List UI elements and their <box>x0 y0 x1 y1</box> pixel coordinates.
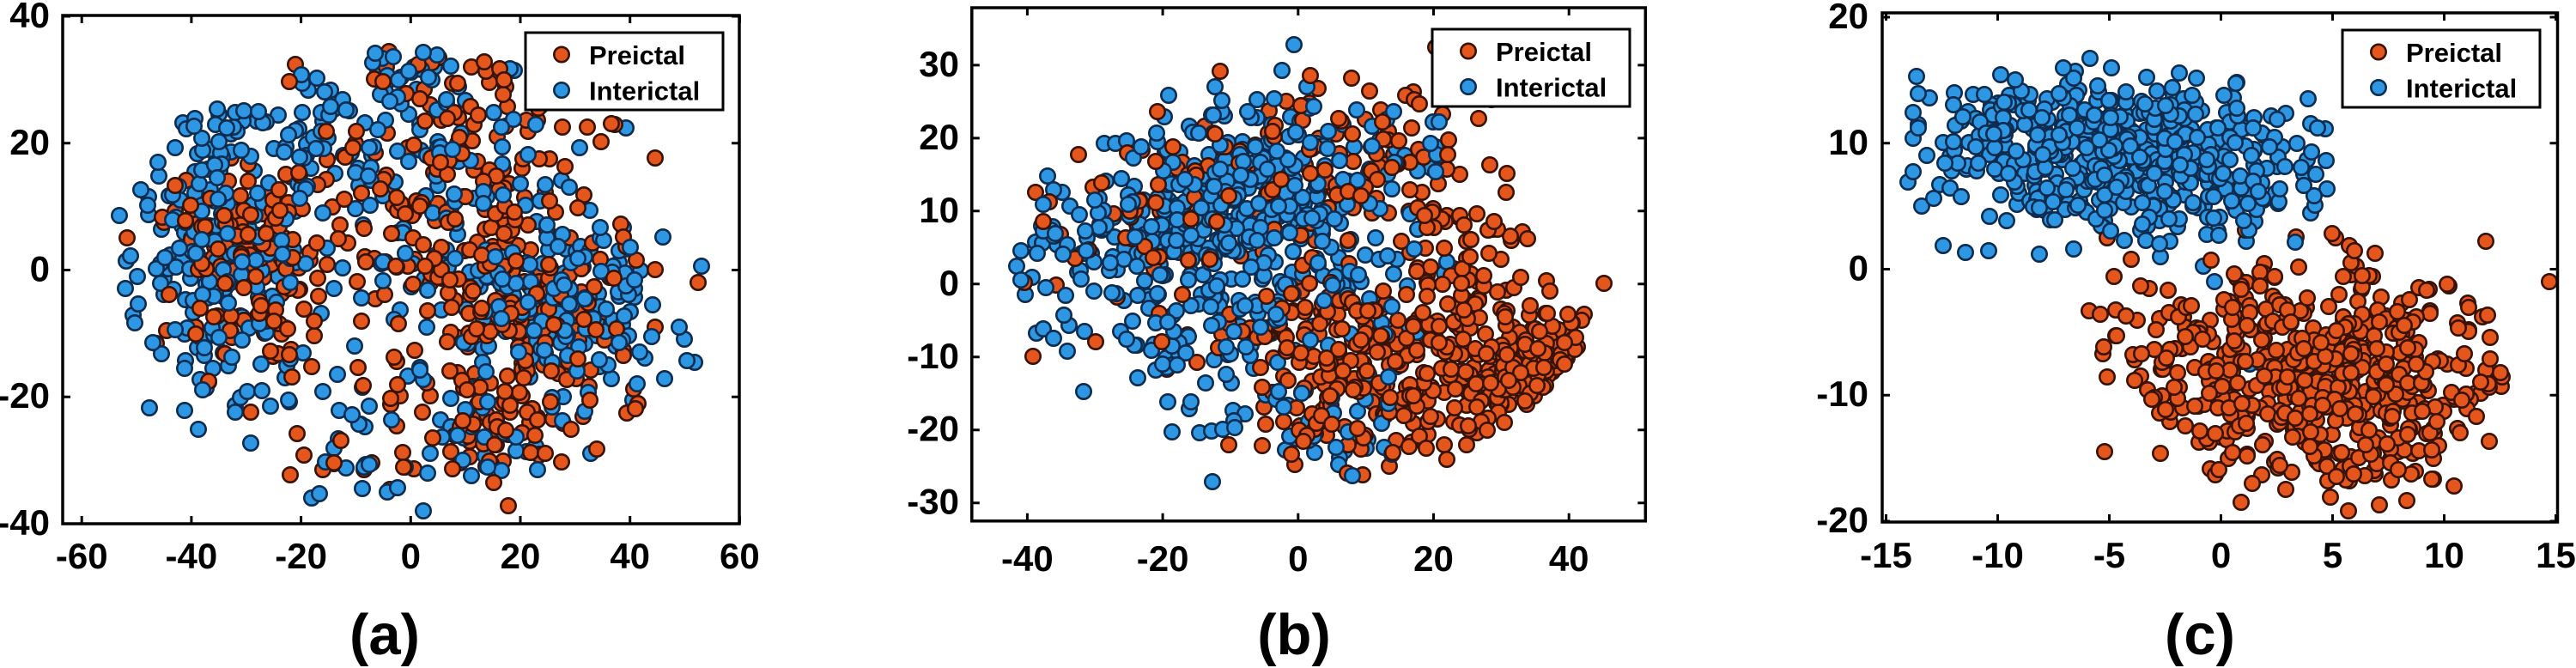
svg-text:40: 40 <box>1549 538 1589 579</box>
svg-text:0: 0 <box>401 536 421 576</box>
svg-text:0: 0 <box>30 249 50 289</box>
svg-text:-20: -20 <box>1137 538 1189 579</box>
svg-text:-10: -10 <box>1816 373 1868 414</box>
svg-text:30: 30 <box>919 44 959 84</box>
svg-text:-40: -40 <box>1001 538 1054 579</box>
svg-text:20: 20 <box>919 117 959 157</box>
svg-text:20: 20 <box>1413 538 1454 579</box>
svg-text:60: 60 <box>720 536 760 576</box>
svg-text:Interictal: Interictal <box>1496 73 1607 103</box>
svg-text:-20: -20 <box>1816 500 1868 540</box>
svg-text:-15: -15 <box>1860 535 1912 575</box>
svg-text:-10: -10 <box>1971 535 2024 575</box>
svg-text:-30: -30 <box>907 482 959 522</box>
svg-text:-20: -20 <box>275 536 327 576</box>
svg-text:-40: -40 <box>0 502 50 543</box>
svg-text:Preictal: Preictal <box>589 40 685 70</box>
svg-text:(b): (b) <box>1257 603 1331 667</box>
svg-text:40: 40 <box>9 0 50 35</box>
svg-text:-5: -5 <box>2093 535 2125 575</box>
svg-text:Interictal: Interictal <box>2406 74 2517 104</box>
svg-text:-40: -40 <box>166 536 218 576</box>
svg-text:0: 0 <box>1288 538 1308 579</box>
svg-text:20: 20 <box>1828 0 1868 36</box>
svg-text:Interictal: Interictal <box>589 76 700 106</box>
svg-text:10: 10 <box>919 190 959 230</box>
svg-text:15: 15 <box>2536 535 2576 575</box>
svg-text:0: 0 <box>2211 535 2231 575</box>
svg-text:0: 0 <box>939 263 959 303</box>
svg-text:-20: -20 <box>0 375 50 416</box>
svg-text:Preictal: Preictal <box>1496 37 1592 67</box>
svg-text:-20: -20 <box>907 409 959 449</box>
svg-text:5: 5 <box>2323 535 2342 575</box>
svg-text:-60: -60 <box>56 536 108 576</box>
svg-text:10: 10 <box>1828 122 1868 162</box>
svg-text:40: 40 <box>610 536 650 576</box>
svg-text:10: 10 <box>2424 535 2464 575</box>
svg-text:20: 20 <box>501 536 541 576</box>
svg-text:0: 0 <box>1849 248 1868 288</box>
svg-text:-10: -10 <box>907 336 959 376</box>
svg-text:20: 20 <box>9 122 50 162</box>
svg-text:Preictal: Preictal <box>2406 38 2502 68</box>
svg-text:(c): (c) <box>2165 603 2235 667</box>
svg-text:(a): (a) <box>349 603 420 667</box>
